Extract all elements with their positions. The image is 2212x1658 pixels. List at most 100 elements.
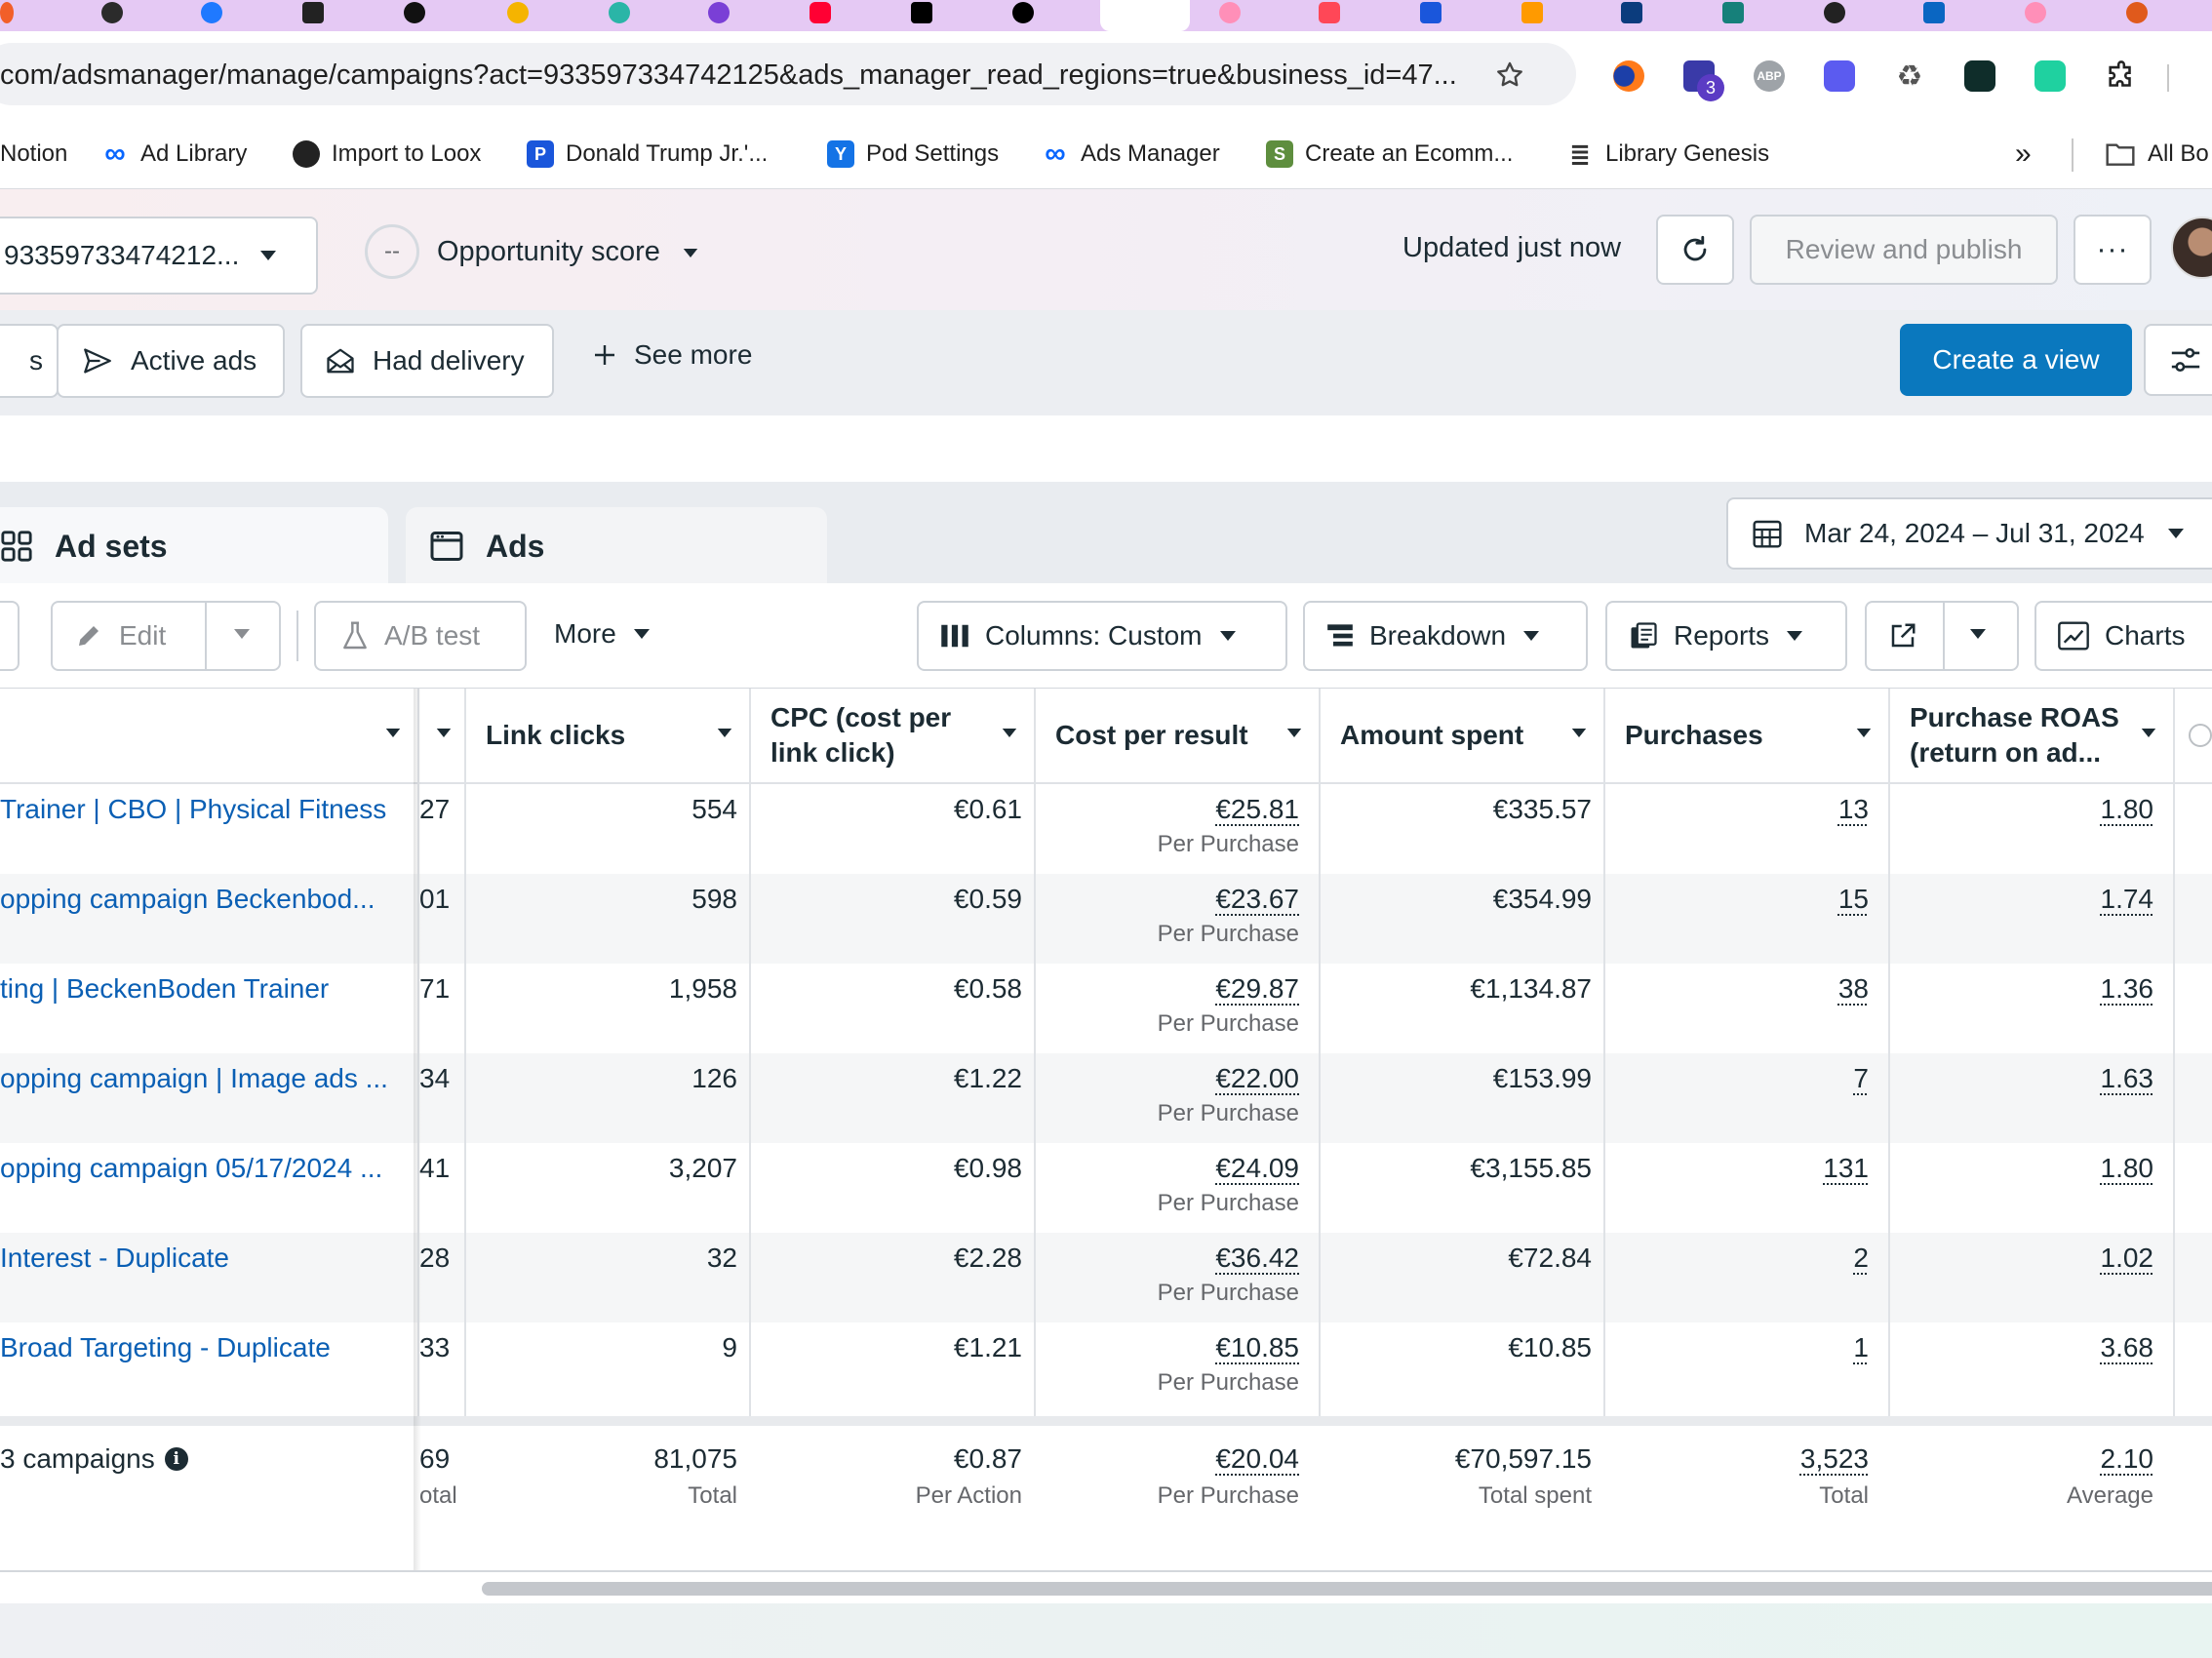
bookmark-create-ecommerce[interactable]: S Create an Ecomm... xyxy=(1266,137,1513,172)
table-row[interactable]: Broad Targeting - Duplicate 33 9 €1.21 €10.8… xyxy=(0,1322,2212,1412)
cost-per-result-value[interactable]: €23.67 xyxy=(1215,884,1299,914)
breakdown-button[interactable]: Breakdown xyxy=(1303,601,1588,671)
tab-favicon-icon[interactable] xyxy=(0,2,14,23)
tab-favicon-icon[interactable] xyxy=(404,2,425,23)
avatar[interactable] xyxy=(2171,217,2212,279)
chevron-down-icon[interactable] xyxy=(232,628,252,640)
cost-per-result-value[interactable]: €29.87 xyxy=(1215,973,1299,1004)
table-row[interactable]: ting | BeckenBoden Trainer 71 1,958 €0.58 €2… xyxy=(0,964,2212,1053)
tab-favicon-icon[interactable] xyxy=(810,2,831,23)
tab-favicon-icon[interactable] xyxy=(609,2,630,23)
roas-value[interactable]: 1.80 xyxy=(2100,1153,2154,1183)
horizontal-scrollbar[interactable] xyxy=(0,1572,2212,1603)
campaign-name-link[interactable]: Interest - Duplicate xyxy=(0,1243,229,1273)
filter-chip-active-ads[interactable]: Active ads xyxy=(57,324,285,398)
view-settings-button[interactable] xyxy=(2144,324,2212,396)
cost-per-result-value[interactable]: €22.00 xyxy=(1215,1063,1299,1093)
tab-favicon-icon[interactable] xyxy=(507,2,529,23)
info-icon[interactable]: i xyxy=(164,1447,188,1471)
bookmark-import-to-loox[interactable]: Import to Loox xyxy=(293,137,481,172)
adblock-icon[interactable]: ABP xyxy=(1754,60,1785,92)
campaign-name-link[interactable]: opping campaign 05/17/2024 ... xyxy=(0,1153,383,1183)
campaign-name-link[interactable]: opping campaign | Image ads ... xyxy=(0,1063,388,1093)
tab-favicon-icon[interactable] xyxy=(201,2,222,23)
tab-favicon-icon[interactable] xyxy=(302,2,324,23)
bookmark-star-icon[interactable] xyxy=(1494,59,1525,91)
bookmark-library-genesis[interactable]: ≣ Library Genesis xyxy=(1566,137,1769,172)
purchases-value[interactable]: 15 xyxy=(1837,884,1869,914)
reports-button[interactable]: Reports xyxy=(1605,601,1847,671)
purchases-value[interactable]: 131 xyxy=(1823,1153,1869,1183)
filter-chip-had-delivery[interactable]: Had delivery xyxy=(300,324,554,398)
campaign-name-link[interactable]: Broad Targeting - Duplicate xyxy=(0,1332,331,1362)
table-row[interactable]: opping campaign | Image ads ... 34 126 €1.2… xyxy=(0,1053,2212,1143)
account-selector[interactable]: 93359733474212... xyxy=(0,217,318,295)
charts-button[interactable]: Charts xyxy=(2034,601,2212,671)
tab-favicon-icon[interactable] xyxy=(1012,2,1034,23)
totals-roas-value[interactable]: 2.10 xyxy=(2100,1443,2154,1474)
more-options-button[interactable]: ··· xyxy=(2074,215,2152,285)
url-text[interactable]: com/adsmanager/manage/campaigns?act=9335… xyxy=(0,59,1457,91)
extension-icon[interactable] xyxy=(2034,60,2066,92)
bookmark-donald-trump-jr[interactable]: P Donald Trump Jr.'... xyxy=(527,137,768,172)
tab-favicon-icon[interactable] xyxy=(1722,2,1744,23)
tab-favicon-icon[interactable] xyxy=(1319,2,1340,23)
purchases-value[interactable]: 2 xyxy=(1853,1243,1869,1273)
bookmark-ads-manager[interactable]: ∞ Ads Manager xyxy=(1042,137,1219,172)
cost-per-result-value[interactable]: €24.09 xyxy=(1215,1153,1299,1183)
purchases-value[interactable]: 13 xyxy=(1837,794,1869,824)
purchases-value[interactable]: 38 xyxy=(1837,973,1869,1004)
review-and-publish-button[interactable]: Review and publish xyxy=(1750,215,2058,285)
purchases-value[interactable]: 7 xyxy=(1853,1063,1869,1093)
columns-button[interactable]: Columns: Custom xyxy=(917,601,1287,671)
bookmark-notion[interactable]: Notion xyxy=(0,137,67,172)
tab-favicon-icon[interactable] xyxy=(1923,2,1945,23)
column-header-purchase-roas[interactable]: Purchase ROAS (return on ad... xyxy=(1890,689,2173,782)
table-row[interactable]: Trainer | CBO | Physical Fitness 27 554 €0.… xyxy=(0,784,2212,874)
column-header-cpc[interactable]: CPC (cost per link click) xyxy=(751,689,1034,782)
column-header-partial[interactable] xyxy=(417,689,464,782)
filter-chip[interactable]: s xyxy=(0,324,59,398)
tab-favicon-icon[interactable] xyxy=(101,2,123,23)
tab-favicon-icon[interactable] xyxy=(1219,2,1241,23)
more-actions-button[interactable]: More xyxy=(554,618,652,650)
purchases-value[interactable]: 1 xyxy=(1853,1332,1869,1362)
tab-ad-sets[interactable]: Ad sets xyxy=(0,507,388,585)
extension-icon[interactable] xyxy=(1824,60,1855,92)
column-header-cost-per-result[interactable]: Cost per result xyxy=(1036,689,1319,782)
campaign-name-link[interactable]: ting | BeckenBoden Trainer xyxy=(0,973,330,1004)
tab-favicon-icon[interactable] xyxy=(1420,2,1442,23)
add-column-icon[interactable] xyxy=(2189,724,2212,747)
totals-purchases-value[interactable]: 3,523 xyxy=(1799,1443,1869,1474)
tab-favicon-icon[interactable] xyxy=(708,2,730,23)
roas-value[interactable]: 1.74 xyxy=(2100,884,2154,914)
roas-value[interactable]: 1.02 xyxy=(2100,1243,2154,1273)
chevron-down-icon[interactable] xyxy=(1968,628,1988,640)
edit-button[interactable]: Edit xyxy=(51,601,281,671)
opportunity-score-dropdown[interactable]: Opportunity score xyxy=(437,236,699,268)
create-a-view-button[interactable]: Create a view xyxy=(1900,324,2132,396)
refresh-button[interactable] xyxy=(1656,215,1734,285)
tab-favicon-icon[interactable] xyxy=(911,2,932,23)
bookmarks-overflow-button[interactable]: » xyxy=(2015,138,2032,170)
table-row[interactable]: Interest - Duplicate 28 32 €2.28 €36.42 Per P… xyxy=(0,1233,2212,1322)
tab-favicon-icon[interactable] xyxy=(1621,2,1642,23)
tab-favicon-icon[interactable] xyxy=(2025,2,2046,23)
column-header-purchases[interactable]: Purchases xyxy=(1605,689,1888,782)
campaign-name-link[interactable]: opping campaign Beckenbod... xyxy=(0,884,375,914)
active-tab[interactable] xyxy=(1100,0,1190,31)
extension-icon[interactable] xyxy=(1613,60,1644,92)
address-bar[interactable]: com/adsmanager/manage/campaigns?act=9335… xyxy=(0,43,1576,105)
roas-value[interactable]: 1.36 xyxy=(2100,973,2154,1004)
extension-icon[interactable] xyxy=(1964,60,1995,92)
totals-cost-per-result-value[interactable]: €20.04 xyxy=(1215,1443,1299,1474)
all-bookmarks-button[interactable]: All Bo xyxy=(2105,137,2209,172)
roas-value[interactable]: 1.63 xyxy=(2100,1063,2154,1093)
extensions-puzzle-icon[interactable] xyxy=(2105,60,2138,94)
ab-test-button[interactable]: A/B test xyxy=(314,601,527,671)
roas-value[interactable]: 3.68 xyxy=(2100,1332,2154,1362)
see-more-filters-button[interactable]: See more xyxy=(593,339,752,371)
table-row[interactable]: opping campaign 05/17/2024 ... 41 3,207 €0.… xyxy=(0,1143,2212,1233)
cost-per-result-value[interactable]: €25.81 xyxy=(1215,794,1299,824)
cost-per-result-value[interactable]: €36.42 xyxy=(1215,1243,1299,1273)
